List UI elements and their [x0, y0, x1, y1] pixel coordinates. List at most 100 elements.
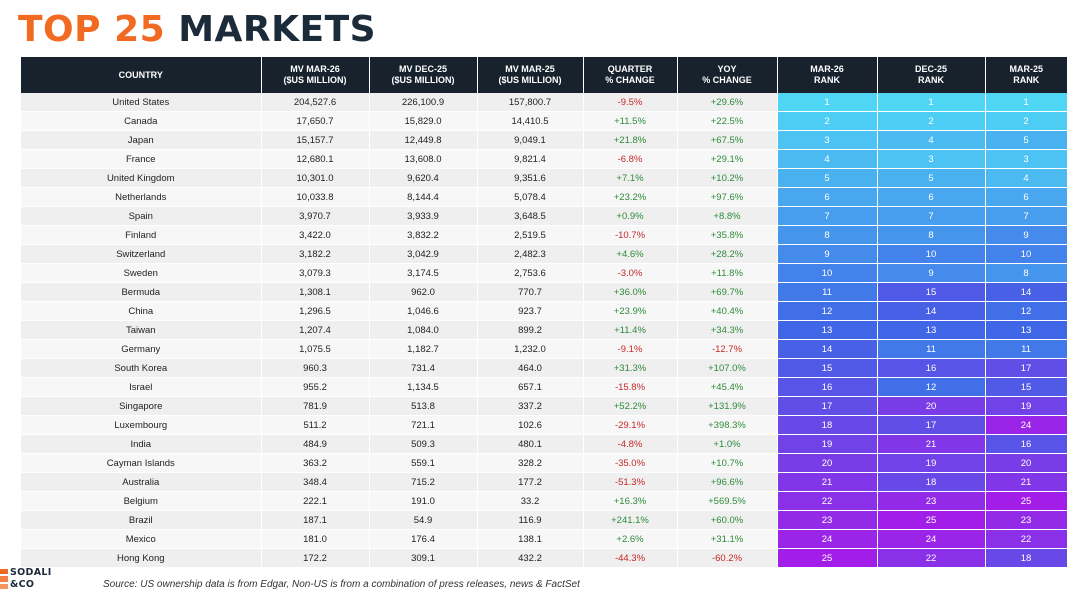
mv-dec25-cell: 15,829.0 [369, 111, 478, 131]
country-cell: Netherlands [21, 187, 262, 207]
table-row: Bermuda 1,308.1 962.0 770.7 +36.0% +69.7% 11 15… [21, 282, 1067, 302]
dec25-rank-cell: 19 [877, 453, 986, 473]
yoy-change-cell: -12.7% [677, 339, 778, 359]
quarter-change-cell: +52.2% [583, 396, 678, 416]
dec25-rank-cell: 17 [877, 415, 986, 435]
yoy-change-cell: +11.8% [677, 263, 778, 283]
mar26-rank-cell: 11 [777, 282, 878, 302]
table-row: Mexico 181.0 176.4 138.1 +2.6% +31.1% 24 24 22 [21, 529, 1067, 549]
quarter-change-cell: +16.3% [583, 491, 678, 511]
yoy-change-cell: +45.4% [677, 377, 778, 397]
mar26-rank-cell: 20 [777, 453, 878, 473]
country-cell: United Kingdom [21, 168, 262, 188]
mv-mar26-cell: 10,301.0 [261, 168, 370, 188]
title-accent: TOP 25 [18, 9, 166, 50]
quarter-change-cell: -6.8% [583, 149, 678, 169]
mv-mar26-cell: 222.1 [261, 491, 370, 511]
mar25-rank-cell: 17 [985, 358, 1067, 378]
logo-line1: SODALI [10, 567, 52, 578]
table-row: Cayman Islands 363.2 559.1 328.2 -35.0% +10.7… [21, 453, 1067, 473]
table-row: Hong Kong 172.2 309.1 432.2 -44.3% -60.2% 25 22… [21, 548, 1067, 568]
mv-dec25-cell: 8,144.4 [369, 187, 478, 207]
quarter-change-cell: -44.3% [583, 548, 678, 568]
country-cell: Spain [21, 206, 262, 226]
quarter-change-cell: -9.5% [583, 93, 678, 112]
mv-dec25-cell: 513.8 [369, 396, 478, 416]
col-quarter-change-header: QUARTER% CHANGE [583, 57, 678, 93]
mv-mar26-cell: 511.2 [261, 415, 370, 435]
mar25-rank-cell: 15 [985, 377, 1067, 397]
table-row: South Korea 960.3 731.4 464.0 +31.3% +107.0% 1… [21, 358, 1067, 378]
country-cell: Canada [21, 111, 262, 131]
dec25-rank-cell: 20 [877, 396, 986, 416]
dec25-rank-cell: 3 [877, 149, 986, 169]
mar25-rank-cell: 4 [985, 168, 1067, 188]
mar26-rank-cell: 25 [777, 548, 878, 568]
country-cell: Sweden [21, 263, 262, 283]
table-row: Australia 348.4 715.2 177.2 -51.3% +96.6% 21 18… [21, 472, 1067, 492]
yoy-change-cell: +60.0% [677, 510, 778, 530]
table-row: Belgium 222.1 191.0 33.2 +16.3% +569.5% 22 23 25 [21, 491, 1067, 511]
mv-mar26-cell: 781.9 [261, 396, 370, 416]
dec25-rank-cell: 11 [877, 339, 986, 359]
mv-dec25-cell: 3,174.5 [369, 263, 478, 283]
dec25-rank-cell: 9 [877, 263, 986, 283]
mv-dec25-cell: 54.9 [369, 510, 478, 530]
country-cell: Singapore [21, 396, 262, 416]
mv-dec25-cell: 509.3 [369, 434, 478, 454]
mv-mar26-cell: 204,527.6 [261, 93, 370, 112]
mar26-rank-cell: 19 [777, 434, 878, 454]
mv-mar26-cell: 172.2 [261, 548, 370, 568]
logo-text: SODALI &CO [10, 567, 52, 591]
table-body: United States 204,527.6 226,100.9 157,800.7… [21, 93, 1067, 568]
mv-mar26-cell: 1,075.5 [261, 339, 370, 359]
quarter-change-cell: +2.6% [583, 529, 678, 549]
mv-mar26-cell: 960.3 [261, 358, 370, 378]
mv-mar25-cell: 9,351.6 [477, 168, 584, 188]
mv-mar26-cell: 15,157.7 [261, 130, 370, 150]
quarter-change-cell: +23.9% [583, 301, 678, 321]
mv-mar26-cell: 1,296.5 [261, 301, 370, 321]
yoy-change-cell: +1.0% [677, 434, 778, 454]
col-yoy-change-header: YOY% CHANGE [677, 57, 778, 93]
mar26-rank-cell: 16 [777, 377, 878, 397]
mv-dec25-cell: 3,042.9 [369, 244, 478, 264]
mv-mar25-cell: 337.2 [477, 396, 584, 416]
country-cell: France [21, 149, 262, 169]
mar26-rank-cell: 10 [777, 263, 878, 283]
mv-mar25-cell: 157,800.7 [477, 93, 584, 112]
mv-dec25-cell: 3,933.9 [369, 206, 478, 226]
mv-mar26-cell: 12,680.1 [261, 149, 370, 169]
table-row: Canada 17,650.7 15,829.0 14,410.5 +11.5% +22.… [21, 111, 1067, 131]
mv-dec25-cell: 1,084.0 [369, 320, 478, 340]
mar25-rank-cell: 13 [985, 320, 1067, 340]
mv-dec25-cell: 962.0 [369, 282, 478, 302]
table-row: Singapore 781.9 513.8 337.2 +52.2% +131.9% 17 2… [21, 396, 1067, 416]
country-cell: China [21, 301, 262, 321]
yoy-change-cell: +34.3% [677, 320, 778, 340]
table-row: Brazil 187.1 54.9 116.9 +241.1% +60.0% 23 25 23 [21, 510, 1067, 530]
dec25-rank-cell: 12 [877, 377, 986, 397]
mv-mar25-cell: 33.2 [477, 491, 584, 511]
dec25-rank-cell: 8 [877, 225, 986, 245]
mar25-rank-cell: 9 [985, 225, 1067, 245]
mv-mar25-cell: 3,648.5 [477, 206, 584, 226]
yoy-change-cell: +131.9% [677, 396, 778, 416]
quarter-change-cell: -9.1% [583, 339, 678, 359]
mar25-rank-cell: 12 [985, 301, 1067, 321]
country-cell: Hong Kong [21, 548, 262, 568]
mv-dec25-cell: 1,134.5 [369, 377, 478, 397]
mv-dec25-cell: 731.4 [369, 358, 478, 378]
mar26-rank-cell: 5 [777, 168, 878, 188]
country-cell: Japan [21, 130, 262, 150]
mar25-rank-cell: 5 [985, 130, 1067, 150]
dec25-rank-cell: 15 [877, 282, 986, 302]
quarter-change-cell: +241.1% [583, 510, 678, 530]
table-header-row: COUNTRY MV MAR-26 ($US MILLION) MV DEC-25 ($… [21, 57, 1067, 93]
mv-mar25-cell: 923.7 [477, 301, 584, 321]
table-row: United States 204,527.6 226,100.9 157,800.7… [21, 93, 1067, 112]
mv-mar25-cell: 14,410.5 [477, 111, 584, 131]
yoy-change-cell: +96.6% [677, 472, 778, 492]
mv-mar25-cell: 2,753.6 [477, 263, 584, 283]
mv-mar26-cell: 955.2 [261, 377, 370, 397]
